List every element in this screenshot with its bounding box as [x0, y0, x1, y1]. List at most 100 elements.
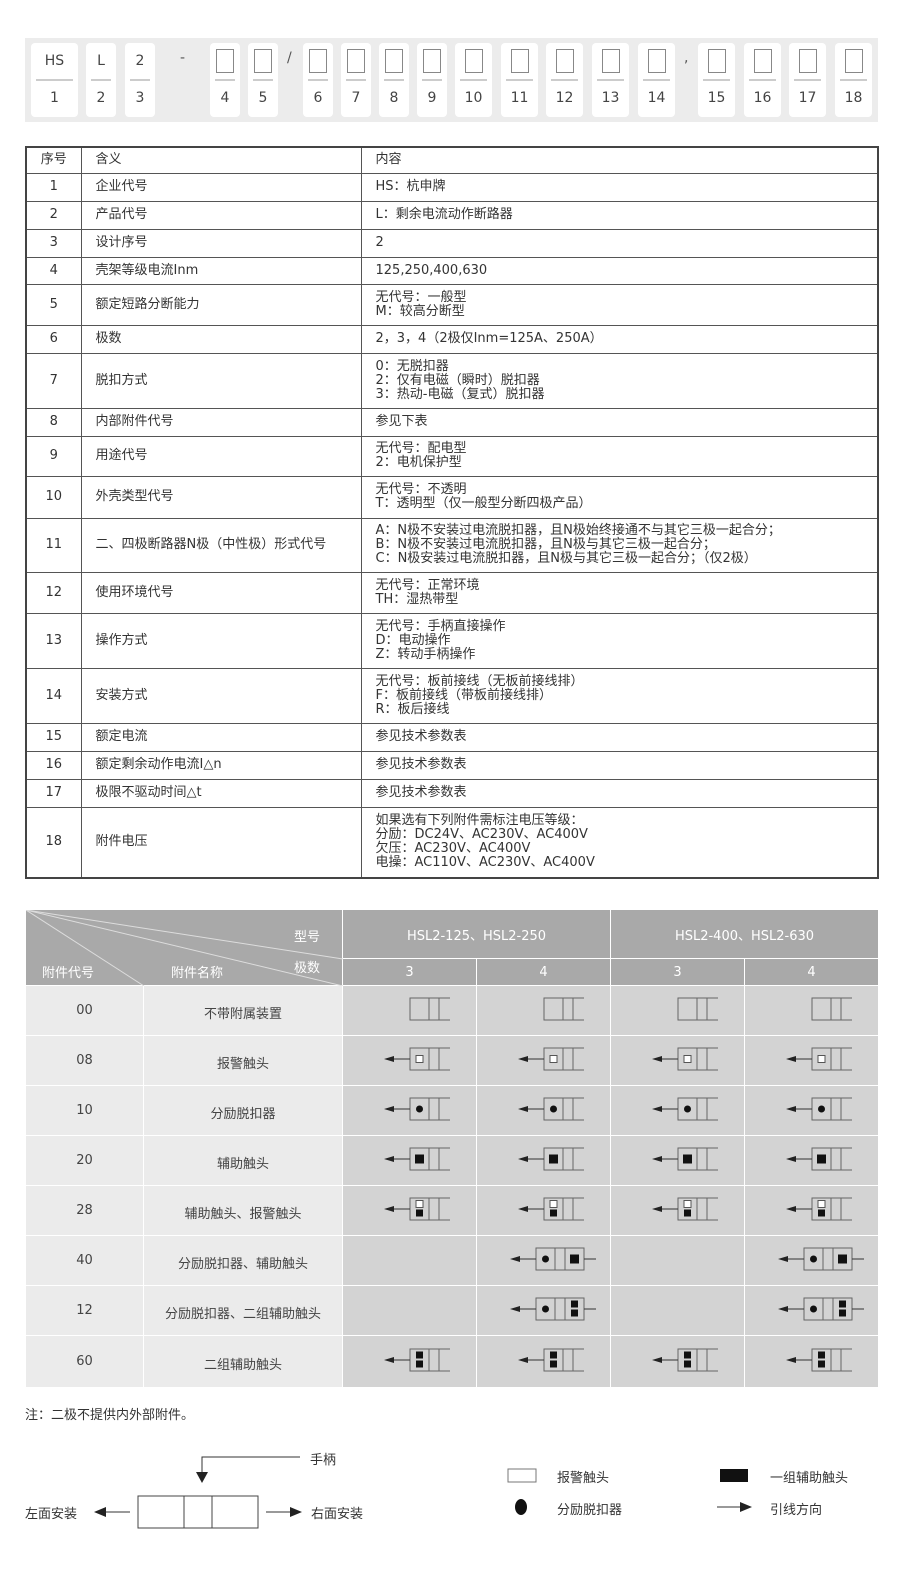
blank-box-icon [385, 49, 403, 73]
code-segment-1: HS 1 [31, 43, 78, 117]
accessory-symbol-cell [744, 1185, 879, 1236]
table-row: 14 安装方式 无代号：板前接线（无板前接线排） F：板前接线（带板前接线排） R：板后… [25, 667, 879, 724]
table-row: 12 使用环境代号 无代号：正常环境 TH：湿热带型 [25, 571, 879, 614]
accessory-symbol-cell [342, 1285, 477, 1336]
table-row: 60 二组辅助触头 [25, 1335, 879, 1388]
divider [794, 79, 821, 81]
blank-box-icon [423, 49, 441, 73]
accessory-symbol-cell [610, 1085, 745, 1136]
accessory-code: 28 [25, 1185, 144, 1236]
code-position: 18 [844, 90, 863, 106]
code-separator: - [180, 50, 186, 66]
accessory-symbol-cell [342, 1035, 477, 1086]
accessory-symbol-cell [610, 1135, 745, 1186]
table-row: 10 分励脱扣器 [25, 1085, 879, 1136]
blank-box-icon [510, 49, 529, 73]
row-content: 0：无脱扣器 2：仅有电磁（瞬时）脱扣器 3：热动-电磁（复式）脱扣器 [360, 352, 879, 409]
row-meaning: 设计序号 [80, 228, 362, 258]
divider [506, 79, 533, 81]
code-value [210, 43, 240, 79]
shunt-2aux-symbol-icon [492, 1297, 610, 1325]
code-separator: / [287, 50, 292, 66]
shunt-symbol-icon [638, 1097, 726, 1125]
accessory-name: 分励脱扣器 [143, 1085, 343, 1136]
alarm-symbol-icon [504, 1047, 592, 1075]
table-row: 1 企业代号 HS：杭申牌 [25, 172, 879, 202]
legend-alarm: 报警触头 [557, 1471, 610, 1486]
accessory-name: 辅助触头、报警触头 [143, 1185, 343, 1236]
code-value [744, 43, 781, 79]
blank-box-icon [753, 49, 772, 73]
content-line: 如果选有下列附件需标注电压等级： [375, 813, 584, 829]
code-value [546, 43, 583, 79]
row-number: 9 [25, 435, 82, 477]
column-header: 序号 [25, 146, 82, 174]
note: 注：二极不提供内外部附件。 [25, 1408, 195, 1423]
code-segment-17: 17 [789, 43, 826, 117]
divider [91, 79, 111, 81]
divider [597, 79, 624, 81]
code-segment-14: 14 [638, 43, 675, 117]
table-row: 4 壳架等级电流Inm 125,250,400,630 [25, 256, 879, 285]
row-meaning: 使用环境代号 [80, 571, 362, 614]
row-content: 参见下表 [360, 407, 879, 437]
row-content: L：剩余电流动作断路器 [360, 200, 879, 230]
blank-box-icon [309, 49, 327, 73]
table-row: 11 二、四极断路器N极（中性极）形式代号 A：N极不安装过电流脱扣器，且N极始终接… [25, 517, 879, 573]
2aux-symbol-icon [504, 1348, 592, 1376]
aux-symbol-icon [772, 1147, 860, 1175]
row-number: 2 [25, 200, 82, 230]
table-row: 16 额定剩余动作电流I△n 参见技术参数表 [25, 750, 879, 780]
code-segment-15: 15 [698, 43, 735, 117]
code-position: 3 [135, 90, 145, 106]
content-line: D：电动操作 [375, 632, 451, 648]
divider [703, 79, 730, 81]
accessory-code: 40 [25, 1235, 144, 1286]
spec-table: 序号 含义 内容 1 企业代号 HS：杭申牌 2 产品代号 L：剩余电流动作断路器 3 设计序号 2 4… [25, 146, 879, 879]
accessory-symbol-cell [610, 1035, 745, 1086]
accessory-symbol-cell [610, 1235, 745, 1286]
row-content: 参见技术参数表 [360, 750, 879, 780]
code-position: 2 [96, 90, 106, 106]
poles-header: 4 [744, 958, 879, 986]
divider [840, 79, 867, 81]
code-segment-16: 16 [744, 43, 781, 117]
content-line: Z：转动手柄操作 [375, 646, 476, 662]
table-row: 20 辅助触头 [25, 1135, 879, 1186]
accessory-code: 60 [25, 1335, 144, 1388]
blank-box-icon [798, 49, 817, 73]
accessory-name: 辅助触头 [143, 1135, 343, 1186]
content-line: 2：电机保护型 [375, 455, 462, 470]
table-header: 型号 极数 附件代号 附件名称 HSL2-125、HSL2-250 HSL2-400、HS… [25, 909, 879, 986]
code-value [698, 43, 735, 79]
poles-header: 3 [342, 958, 477, 986]
row-meaning: 企业代号 [80, 172, 362, 202]
accessory-code: 08 [25, 1035, 144, 1086]
row-meaning: 附件电压 [80, 806, 362, 879]
table-row: 9 用途代号 无代号：配电型 2：电机保护型 [25, 435, 879, 477]
code-position: 6 [313, 90, 323, 106]
accessory-symbol-cell [610, 1185, 745, 1236]
shunt-symbol-icon [772, 1097, 860, 1125]
code-segment-7: 7 [341, 43, 371, 117]
row-number: 15 [25, 722, 82, 752]
accessory-name: 分励脱扣器、二组辅助触头 [143, 1285, 343, 1336]
accessory-symbol-cell [476, 1335, 611, 1388]
accessory-name: 报警触头 [143, 1035, 343, 1086]
accessory-symbol-cell [744, 1335, 879, 1388]
code-segment-9: 9 [417, 43, 447, 117]
row-meaning: 外壳类型代号 [80, 475, 362, 519]
none-symbol-icon [504, 997, 592, 1025]
table-row: 12 分励脱扣器、二组辅助触头 [25, 1285, 879, 1336]
code-position: 10 [464, 90, 483, 106]
accessory-symbol-cell [476, 1285, 611, 1336]
divider [253, 79, 273, 81]
code-position: 5 [258, 90, 268, 106]
legend-right-mount: 右面安装 [311, 1507, 364, 1522]
code-value [303, 43, 333, 79]
shunt-legend-icon [515, 1499, 527, 1515]
divider [643, 79, 670, 81]
row-meaning: 安装方式 [80, 667, 362, 724]
accessory-symbol-cell [744, 985, 879, 1036]
accessory-symbol-cell [610, 1335, 745, 1388]
